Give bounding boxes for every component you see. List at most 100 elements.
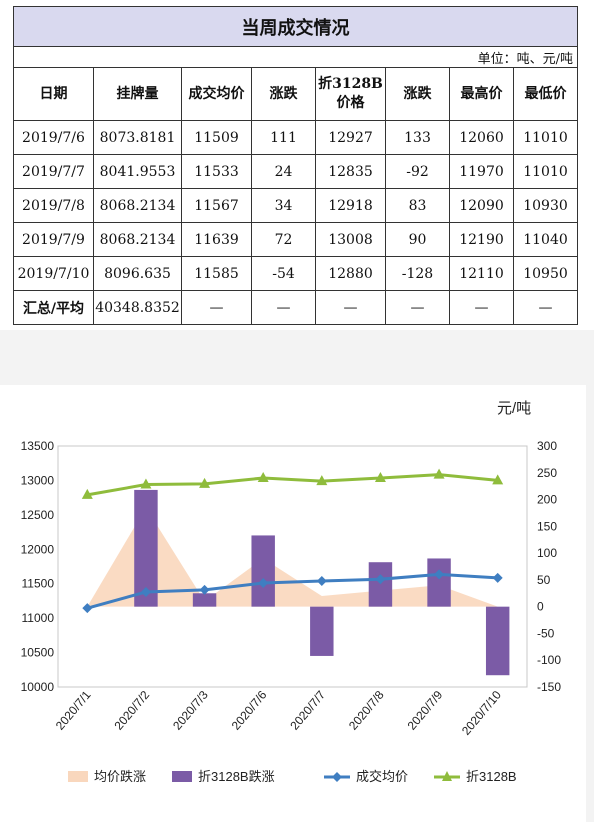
right-axis-tick-label: 300: [537, 439, 557, 453]
table-cell: -92: [385, 154, 450, 189]
right-axis-tick-label: 250: [537, 466, 557, 480]
left-axis-tick-label: 13000: [21, 473, 55, 487]
table-cell: 8096.635: [93, 256, 182, 291]
header-change: 涨跌: [251, 67, 316, 121]
table-cell: 11040: [513, 222, 578, 257]
table-cell: -128: [385, 256, 450, 291]
table-cell: 11970: [449, 154, 514, 189]
unit-label: 元/吨: [497, 400, 531, 417]
point-3128b: [81, 488, 93, 499]
table-cell: 2019/7/8: [13, 188, 94, 223]
table-cell: 11567: [181, 188, 252, 223]
combo-chart: 元/吨 10000 10500 11000 11500 12000 12500 13000 13…: [21, 400, 562, 784]
table-row: 2019/7/6 8073.8181 11509 111 12927 133 12060 11…: [13, 120, 578, 155]
point-avg-price: [316, 575, 327, 586]
table-cell: —: [385, 290, 450, 325]
table-cell: 汇总/平均: [13, 290, 94, 325]
right-axis-tick-label: 200: [537, 493, 557, 507]
table-cell: 2019/7/7: [13, 154, 94, 189]
bar-3128b-change: [251, 535, 275, 607]
table-cell: 90: [385, 222, 450, 257]
table-cell: 11509: [181, 120, 252, 155]
weekly-trade-table: 当周成交情况 单位：吨、元/吨 日期 挂牌量 成交均价 涨跌 折3128B价格 …: [13, 6, 578, 325]
table-row: 2019/7/7 8041.9553 11533 24 12835 -92 11970 110…: [13, 154, 578, 189]
weekly-trade-table-wrapper: 当周成交情况 单位：吨、元/吨 日期 挂牌量 成交均价 涨跌 折3128B价格 …: [13, 6, 578, 325]
table-cell: 2019/7/10: [13, 256, 94, 291]
separator-band: [0, 330, 594, 385]
point-3128b: [316, 475, 328, 486]
header-listing-volume: 挂牌量: [93, 67, 182, 121]
table-cell: 12927: [315, 120, 386, 155]
x-axis-category-label: 2020/7/8: [346, 688, 387, 733]
table-cell: 8073.8181: [93, 120, 182, 155]
table-cell: —: [513, 290, 578, 325]
right-axis-tick-label: 50: [537, 573, 551, 587]
header-3128b-price: 折3128B价格: [315, 67, 386, 121]
line-series-avg-price: [86, 572, 498, 610]
left-axis-tick-label: 12000: [21, 542, 55, 556]
point-3128b: [433, 468, 445, 479]
left-axis-tick-label: 10000: [21, 680, 55, 694]
right-margin-band: [586, 330, 594, 822]
bar-3128b-change: [427, 558, 451, 607]
left-axis-tick-label: 12500: [21, 508, 55, 522]
table-cell: —: [181, 290, 252, 325]
header-date: 日期: [13, 67, 94, 121]
table-cell: 11533: [181, 154, 252, 189]
table-row: 汇总/平均 40348.8352— — — — — —: [13, 290, 578, 325]
x-axis-category-label: 2020/7/7: [287, 688, 328, 733]
table-cell: 12110: [449, 256, 514, 291]
right-axis-tick-label: 150: [537, 519, 557, 533]
point-avg-price: [492, 572, 503, 583]
right-axis-tick-label: -50: [537, 626, 555, 640]
right-axis-tick-label: -100: [537, 653, 561, 667]
header-avg-price: 成交均价: [181, 67, 252, 121]
table-cell: 2019/7/9: [13, 222, 94, 257]
table-title: 当周成交情况: [13, 6, 578, 47]
bar-3128b-change: [310, 606, 334, 656]
table-cell: 12060: [449, 120, 514, 155]
table-cell: 8068.2134: [93, 222, 182, 257]
table-cell: 12880: [315, 256, 386, 291]
table-cell: 12090: [449, 188, 514, 223]
point-avg-price: [140, 586, 151, 597]
table-row: 2019/7/9 8068.2134 11639 72 13008 90 12190 1104…: [13, 222, 578, 257]
point-3128b: [257, 472, 269, 483]
table-cell: 111: [251, 120, 316, 155]
area-series-avg-change: [87, 507, 498, 607]
table-cell: 40348.8352: [93, 290, 182, 325]
right-axis-tick-label: -150: [537, 680, 561, 694]
left-axis-tick-label: 11500: [22, 577, 55, 591]
bar-3128b-change: [368, 562, 393, 607]
table-cell: 11639: [181, 222, 252, 257]
table-cell: —: [315, 290, 386, 325]
table-row: 2019/7/10 8096.635 11585 -54 12880 -128 12110 1…: [13, 256, 578, 291]
header-low-price: 最低价: [513, 67, 578, 121]
x-axis-category-label: 2020/7/3: [170, 688, 211, 733]
table-cell: 12918: [315, 188, 386, 223]
point-avg-price: [434, 569, 445, 580]
table-cell: 11010: [513, 120, 578, 155]
table-cell: 2019/7/6: [13, 120, 94, 155]
table-cell: 72: [251, 222, 316, 257]
table-cell: 8041.9553: [93, 154, 182, 189]
point-avg-price: [258, 578, 269, 589]
table-cell: 8068.2134: [93, 188, 182, 223]
header-3128b-change: 涨跌: [385, 67, 450, 121]
table-cell: 12835: [315, 154, 386, 189]
unit-label: 单位：吨、元/吨: [13, 46, 578, 68]
legend-marker: [442, 771, 452, 781]
legend-label: 折3128B跌涨: [198, 769, 275, 784]
table-body: 2019/7/6 8073.8181 11509 111 12927 133 12060 11…: [13, 120, 578, 325]
left-axis-tick-label: 11000: [22, 611, 55, 625]
point-3128b: [492, 474, 504, 485]
table-cell: 11010: [513, 154, 578, 189]
x-axis-category-label: 2020/7/2: [111, 688, 152, 733]
table-cell: —: [449, 290, 514, 325]
header-high-price: 最高价: [449, 67, 514, 121]
legend-label: 折3128B: [466, 769, 517, 784]
legend-label: 成交均价: [356, 769, 408, 784]
table-cell: 24: [251, 154, 316, 189]
table-cell: 11585: [181, 256, 252, 291]
legend-swatch: [172, 771, 192, 782]
